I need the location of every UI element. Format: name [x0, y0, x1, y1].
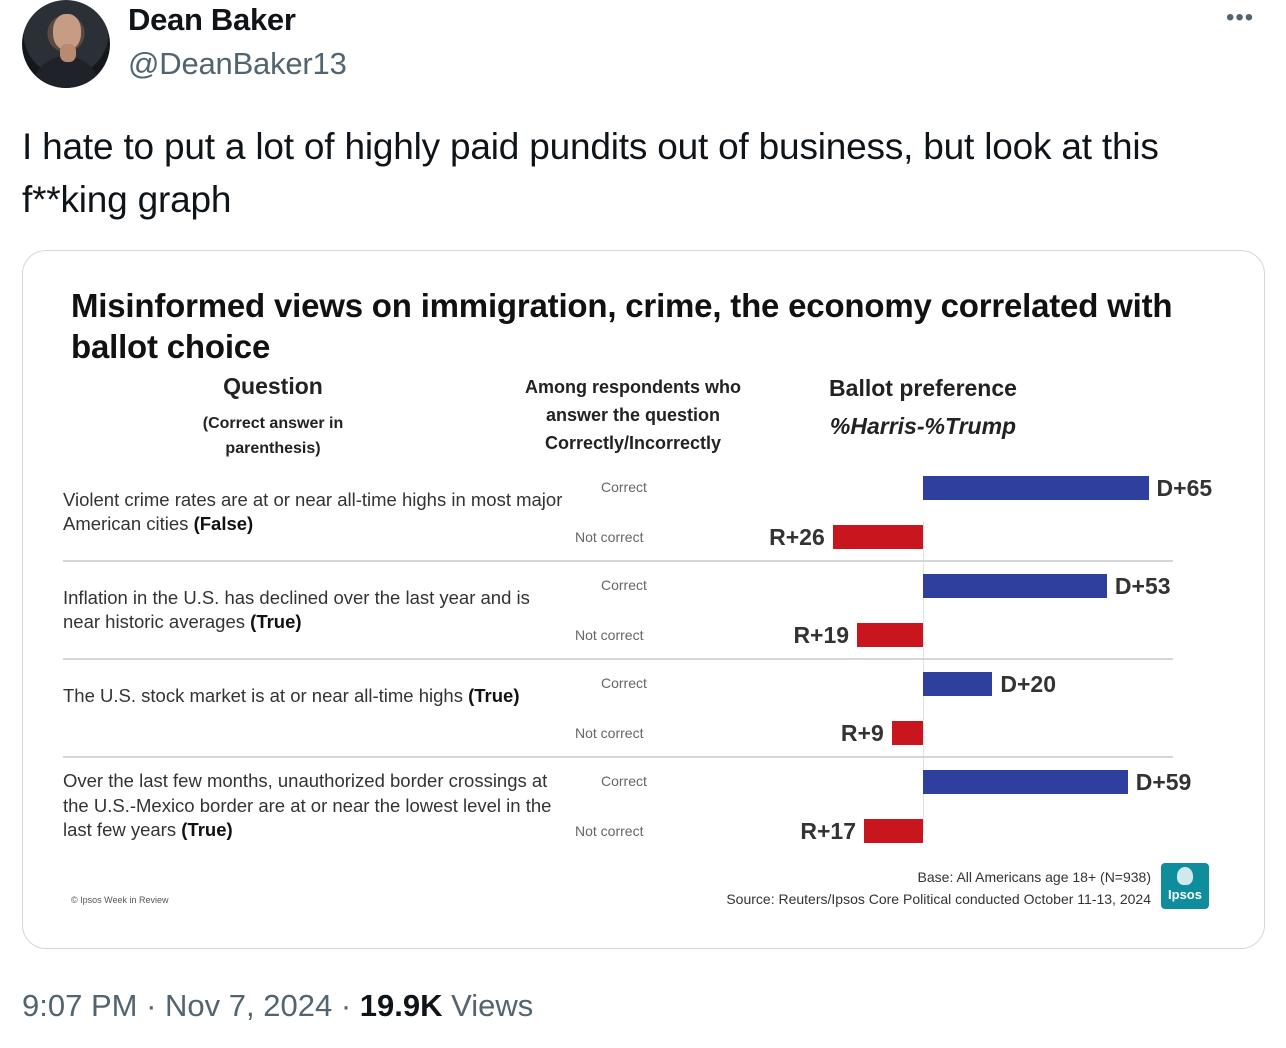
tweet-meta: 9:07 PM · Nov 7, 2024 · 19.9K Views: [22, 988, 533, 1024]
ipsos-logo: Ipsos: [1161, 863, 1209, 909]
media-card[interactable]: Misinformed views on immigration, crime,…: [22, 250, 1265, 949]
bar-correct: [923, 574, 1107, 598]
views-label: Views: [451, 988, 534, 1023]
tweet-text: I hate to put a lot of highly paid pundi…: [22, 126, 1159, 220]
bar-correct: [923, 672, 993, 696]
bar-not-correct: [857, 623, 923, 647]
tweet-date[interactable]: Nov 7, 2024: [165, 988, 333, 1023]
question-text: Violent crime rates are at or near all-t…: [63, 488, 563, 537]
avatar-hand: [60, 44, 76, 62]
header-metric: %Harris-%Trump: [829, 413, 1017, 439]
row-label-not-correct: Not correct: [575, 529, 644, 545]
bar-not-correct: [891, 721, 923, 745]
chart-title: Misinformed views on immigration, crime,…: [71, 287, 1173, 365]
value-label-correct: D+20: [1000, 671, 1057, 697]
value-label-correct: D+53: [1114, 573, 1171, 599]
row-label-correct: Correct: [601, 479, 647, 495]
author-name[interactable]: Dean Baker: [128, 2, 296, 37]
more-options-icon[interactable]: •••: [1226, 4, 1255, 31]
value-label-correct: D+59: [1135, 769, 1192, 795]
row-label-correct: Correct: [601, 577, 647, 593]
question-statement: Violent crime rates are at or near all-t…: [63, 488, 563, 535]
ipsos-logo-mark: [1177, 867, 1193, 885]
tweet-time[interactable]: 9:07 PM: [22, 988, 138, 1023]
row-divider: [63, 560, 1173, 562]
question-answer: (True): [468, 684, 520, 706]
bar-correct: [923, 476, 1149, 500]
value-label-not-correct: R+9: [840, 720, 884, 746]
ipsos-logo-text: Ipsos: [1168, 887, 1202, 902]
value-label-correct: D+65: [1156, 475, 1213, 501]
question-statement: Over the last few months, unauthorized b…: [63, 770, 552, 841]
row-divider: [63, 658, 1173, 660]
question-answer: (False): [193, 513, 254, 534]
question-statement: Inflation in the U.S. has declined over …: [63, 586, 530, 633]
bar-correct: [923, 770, 1128, 794]
value-label-not-correct: R+19: [793, 622, 850, 648]
row-label-correct: Correct: [601, 675, 647, 691]
author-handle[interactable]: @DeanBaker13: [128, 46, 347, 81]
chart-copyright: © Ipsos Week in Review: [71, 895, 169, 905]
row-label-not-correct: Not correct: [575, 725, 644, 741]
header-among: Among respondents who answer the questio…: [525, 377, 741, 453]
bar-not-correct: [864, 819, 923, 843]
header-ballot: Ballot preference: [829, 375, 1017, 401]
row-divider: [63, 756, 1173, 758]
question-text: The U.S. stock market is at or near all-…: [63, 684, 563, 709]
question-statement: The U.S. stock market is at or near all-…: [63, 684, 469, 706]
avatar[interactable]: [22, 0, 110, 88]
row-label-not-correct: Not correct: [575, 627, 644, 643]
meta-separator: ·: [146, 988, 157, 1023]
header-question: Question: [223, 373, 323, 399]
chart-base: Base: All Americans age 18+ (N=938): [917, 869, 1151, 885]
question-text: Over the last few months, unauthorized b…: [63, 769, 563, 843]
views-count: 19.9K: [359, 988, 443, 1023]
question-text: Inflation in the U.S. has declined over …: [63, 586, 563, 635]
row-label-not-correct: Not correct: [575, 823, 644, 839]
chart-source: Source: Reuters/Ipsos Core Political con…: [726, 891, 1151, 907]
bar-not-correct: [832, 525, 923, 549]
meta-separator: ·: [340, 988, 352, 1023]
value-label-not-correct: R+26: [769, 524, 825, 550]
question-answer: (True): [250, 611, 302, 632]
question-answer: (True): [181, 819, 233, 841]
header-question-sub: (Correct answer in parenthesis): [202, 415, 344, 457]
value-label-not-correct: R+17: [800, 818, 856, 844]
row-label-correct: Correct: [601, 773, 647, 789]
